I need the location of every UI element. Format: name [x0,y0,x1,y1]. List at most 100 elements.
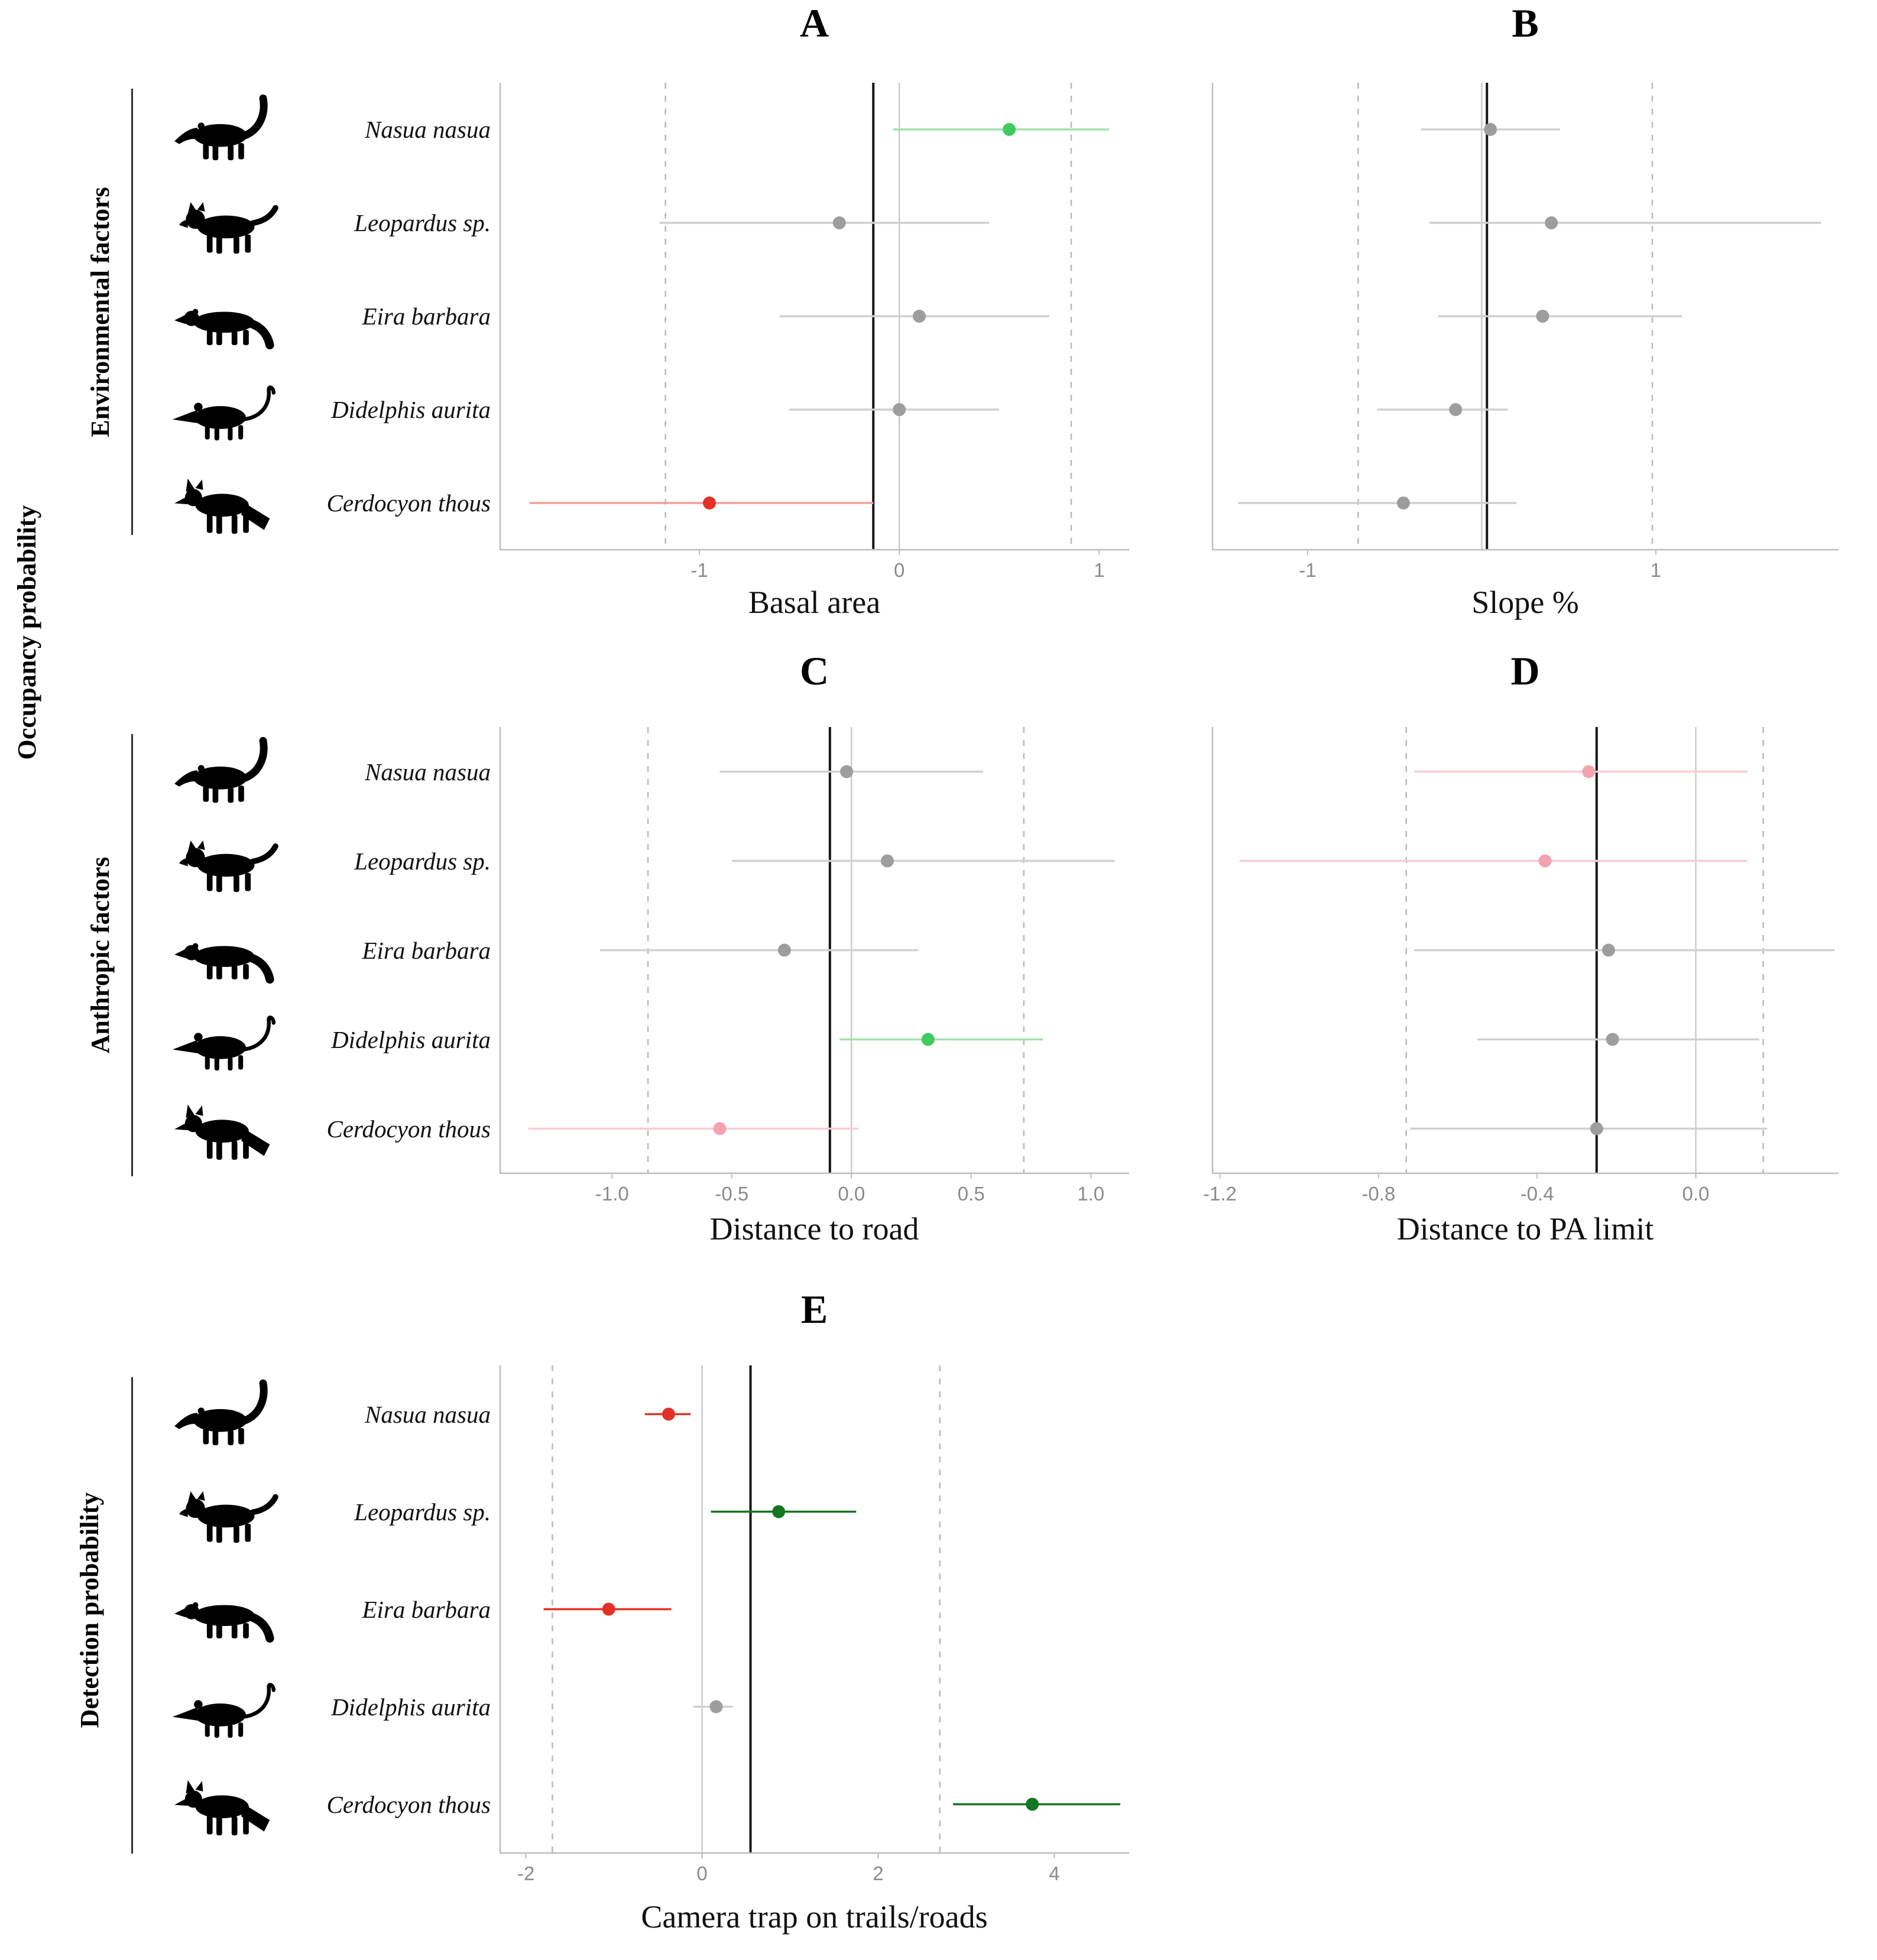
point-estimate [881,854,894,868]
coati-icon [174,736,268,803]
ocelot-silhouette [167,185,291,261]
x-tick-label: 4 [1049,1862,1059,1884]
species-name: Eira barbara [362,936,491,964]
panel-letter-d: D [1510,648,1540,693]
point-estimate [840,765,854,778]
point-estimate [1396,497,1410,510]
tayra-silhouette [167,278,291,354]
forest-plot-a: -1 0 1 [499,83,1129,581]
point-estimate [893,403,906,416]
coati-icon [174,94,268,161]
anthropic-group-line [131,734,133,1176]
panel-letter-c: C [799,648,829,693]
ocelot-icon [179,202,278,254]
x-tick-label: -1 [690,559,708,581]
species-name: Cerdocyon thous [326,1790,491,1818]
species-name: Leopardus sp. [354,1498,491,1526]
x-tick-label: 2 [873,1862,883,1884]
x-axis-label-dist-pa: Distance to PA limit [1396,1211,1654,1247]
opossum-icon [172,385,276,441]
x-tick-label: -0.5 [715,1183,748,1205]
point-estimate [1484,123,1497,136]
point-estimate [1590,1122,1603,1135]
anthropic-factors-label: Anthropic factors [86,856,115,1054]
tayra-silhouette [167,1572,291,1647]
ocelot-silhouette [167,1474,291,1550]
opossum-silhouette [167,1002,291,1078]
x-axis-label-basal-area: Basal area [748,585,881,620]
point-estimate [913,310,926,323]
fox-silhouette [167,1091,291,1167]
point-estimate [772,1505,786,1518]
opossum-silhouette [167,372,291,447]
x-tick-label: -1.0 [595,1183,629,1205]
point-estimate [662,1407,675,1421]
ocelot-icon [179,840,278,892]
ocelot-silhouette [167,823,291,899]
point-estimate [1449,403,1463,416]
species-name: Leopardus sp. [354,209,491,236]
species-name: Leopardus sp. [354,847,491,875]
species-name: Didelphis aurita [331,1026,491,1053]
forest-plot-d: -1.2 -0.8 -0.4 0.0 [1203,727,1839,1205]
x-axis-label-camera-trap: Camera trap on trails/roads [641,1899,988,1935]
x-axis-label-slope: Slope % [1471,585,1579,620]
point-estimate [777,943,791,957]
species-name: Nasua nasua [364,116,491,143]
point-estimate [713,1122,727,1135]
tayra-icon [174,943,274,984]
x-tick-label: 0.0 [838,1183,865,1205]
coati-silhouette [167,92,291,167]
opossum-icon [172,1682,276,1738]
x-tick-label: 1 [1094,559,1104,581]
fox-icon [174,478,270,534]
species-name: Didelphis aurita [331,1693,491,1721]
species-name: Nasua nasua [364,758,491,786]
environmental-factors-label: Environmental factors [86,187,115,437]
point-estimate [703,497,716,510]
x-tick-label: 0 [696,1862,707,1884]
x-tick-label: -0.8 [1361,1183,1395,1205]
point-estimate [1536,310,1549,323]
forest-plot-c: -1.0 -0.5 0.0 0.5 1.0 [499,727,1129,1205]
species-name: Cerdocyon thous [326,1115,491,1143]
panel-letter-a: A [799,1,829,46]
fox-silhouette [167,465,291,541]
point-estimate [1582,765,1596,778]
coati-silhouette [167,1377,291,1452]
species-name: Cerdocyon thous [326,489,491,517]
point-estimate [921,1033,935,1046]
point-estimate [1538,854,1552,868]
point-estimate [1602,943,1615,957]
coati-silhouette [167,734,291,810]
x-tick-label: -1.2 [1203,1183,1237,1205]
detection-probability-label: Detection probability [75,1492,104,1728]
opossum-icon [172,1015,276,1070]
fox-icon [174,1104,270,1160]
panel-letter-e: E [800,1287,828,1332]
x-tick-label: -1 [1299,559,1316,581]
species-name: Didelphis aurita [331,396,491,423]
x-tick-label: 0.5 [958,1183,985,1205]
point-estimate [1026,1797,1039,1811]
panel-letter-b: B [1512,1,1539,46]
ocelot-icon [179,1491,278,1543]
x-tick-label: 1 [1651,559,1661,581]
tayra-icon [174,309,274,350]
point-estimate [602,1602,615,1616]
x-tick-label: -0.4 [1521,1183,1554,1205]
point-estimate [1606,1033,1619,1046]
x-tick-label: 1.0 [1077,1183,1104,1205]
species-name: Nasua nasua [364,1400,491,1428]
species-name: Eira barbara [362,1595,491,1623]
species-name: Eira barbara [362,303,491,330]
fox-icon [174,1780,270,1835]
x-tick-label: 0 [894,559,905,581]
occupancy-probability-label: Occupancy probability [12,505,41,760]
coati-icon [174,1379,268,1445]
tayra-icon [174,1602,274,1643]
point-estimate [1003,123,1016,136]
x-tick-label: 0.0 [1683,1183,1710,1205]
x-tick-label: -2 [517,1862,534,1884]
environmental-group-line [131,89,133,535]
